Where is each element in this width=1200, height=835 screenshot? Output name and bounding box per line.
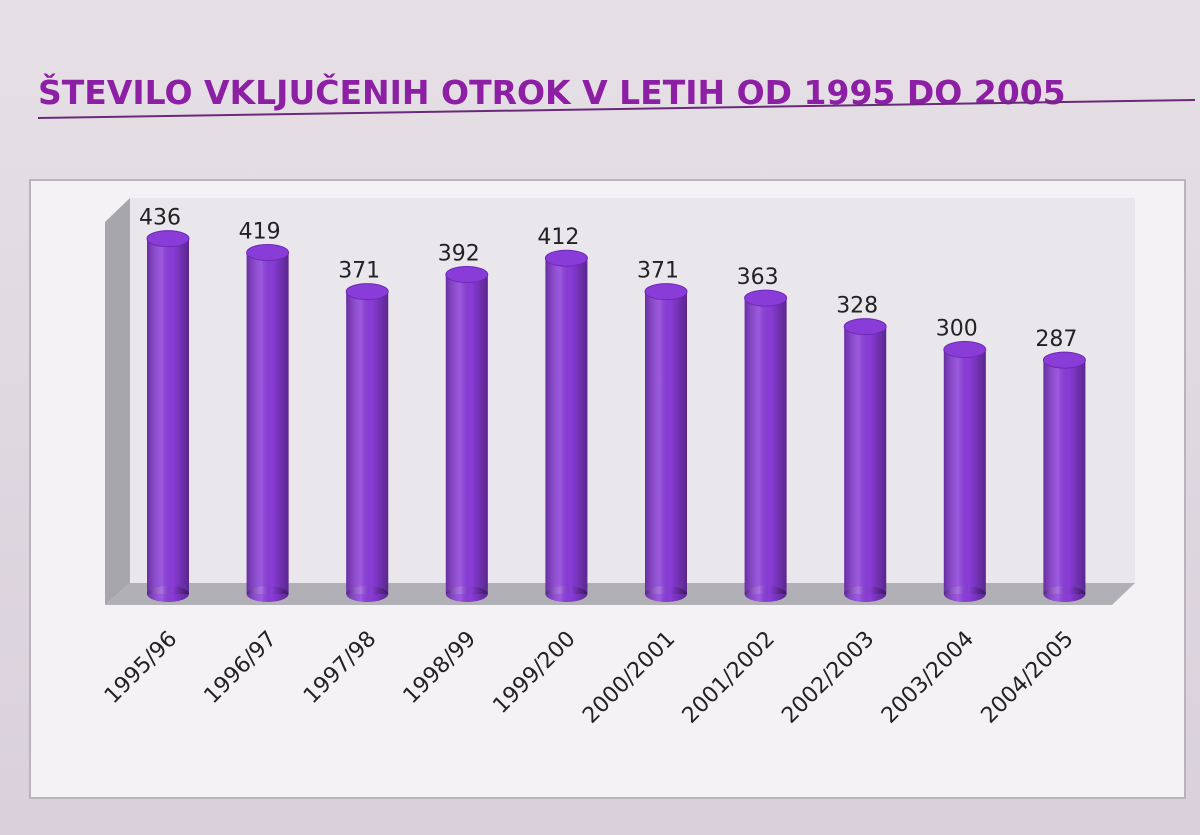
bar-shade bbox=[346, 291, 389, 594]
value-label: 412 bbox=[537, 225, 579, 250]
value-label: 287 bbox=[1035, 327, 1077, 352]
bar-shade bbox=[545, 258, 588, 594]
value-label: 392 bbox=[438, 242, 480, 267]
bar-base-shade bbox=[844, 586, 887, 602]
bar-base-shade bbox=[246, 586, 289, 602]
bar-cap bbox=[445, 266, 489, 284]
bar-base-shade bbox=[545, 586, 588, 602]
bar-base-shade bbox=[1043, 586, 1086, 602]
bar-shade bbox=[844, 326, 887, 594]
bar-cap bbox=[345, 283, 389, 301]
value-label: 300 bbox=[936, 317, 978, 342]
bar-base-shade bbox=[445, 586, 488, 602]
bar-shade bbox=[147, 238, 189, 594]
bar-shade bbox=[744, 298, 787, 594]
value-label: 328 bbox=[836, 294, 878, 319]
value-label: 371 bbox=[338, 259, 380, 284]
chart-title: ŠTEVILO VKLJUČENIH OTROK V LETIH OD 1995… bbox=[38, 72, 1066, 112]
bar-cap bbox=[1042, 351, 1086, 369]
bar-base-shade bbox=[645, 586, 687, 602]
value-label: 371 bbox=[637, 259, 679, 284]
bar-cap bbox=[246, 244, 290, 262]
bar-base-shade bbox=[744, 586, 787, 602]
bar-shade bbox=[943, 349, 986, 594]
bar-cap bbox=[544, 249, 588, 267]
side-wall bbox=[105, 198, 130, 605]
value-label: 363 bbox=[737, 265, 779, 290]
bar-cap bbox=[644, 283, 688, 301]
value-label: 419 bbox=[239, 220, 281, 245]
bar-cap bbox=[943, 341, 987, 358]
bar-shade bbox=[1043, 360, 1086, 594]
bar-base-shade bbox=[346, 586, 389, 602]
bar-shade bbox=[645, 291, 687, 594]
bar-cap bbox=[146, 230, 190, 248]
bar-base-shade bbox=[943, 586, 986, 602]
value-label: 436 bbox=[139, 206, 181, 231]
bar-cap bbox=[744, 289, 788, 307]
bar-shade bbox=[445, 274, 488, 594]
bar-base-shade bbox=[147, 586, 189, 602]
title-rule bbox=[37, 99, 1196, 119]
bar-cap bbox=[843, 318, 887, 336]
bar-shade bbox=[246, 252, 289, 594]
